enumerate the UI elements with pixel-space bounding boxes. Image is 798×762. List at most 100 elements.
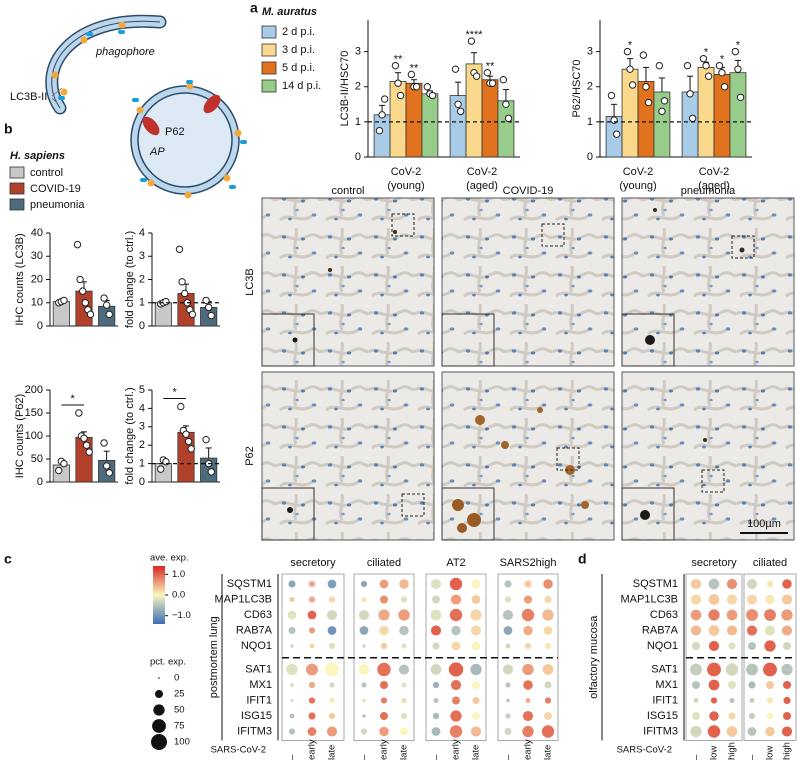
condition-label: high: [782, 742, 793, 760]
bar: [637, 81, 655, 158]
dot: [544, 712, 552, 720]
gene-label: MAP1LC3B: [215, 593, 272, 605]
x-tick-label: (young): [619, 180, 656, 192]
legend-swatch: [9, 166, 25, 179]
dot: [783, 681, 791, 689]
dot: [290, 683, 294, 687]
gene-label: CD63: [244, 609, 272, 621]
condition-label: low: [765, 746, 776, 760]
data-point: [407, 70, 416, 79]
y-axis-label: IHC counts (P62): [14, 394, 26, 478]
dot: [377, 662, 391, 677]
y-tick-label: 1: [139, 458, 145, 470]
dot: [449, 725, 463, 738]
dot: [506, 698, 510, 703]
panel-label: a: [250, 0, 258, 16]
size-legend-label: 25: [174, 689, 185, 700]
data-point: [81, 299, 90, 307]
bar: [389, 81, 407, 158]
data-point: [734, 65, 742, 73]
dot: [748, 642, 756, 650]
column-label: COVID-19: [503, 185, 554, 197]
dot: [470, 726, 482, 737]
data-point: [175, 245, 184, 253]
legend-label: 5 d p.i.: [282, 62, 315, 74]
data-point: [177, 402, 185, 411]
data-point: [686, 90, 694, 98]
data-point: [100, 294, 108, 302]
condition-label: –: [287, 754, 298, 760]
dot: [449, 577, 463, 591]
dot: [504, 727, 512, 736]
data-point: [75, 409, 83, 417]
legend-title: ave. exp.: [150, 553, 189, 564]
dot: [505, 682, 511, 688]
dot: [431, 727, 441, 736]
dot: [325, 662, 339, 677]
dot: [522, 663, 534, 676]
dot: [764, 609, 776, 621]
dot: [726, 594, 738, 605]
significance: *: [704, 47, 709, 59]
gene-label: MAP1LC3B: [621, 593, 678, 605]
micrograph-image: [261, 197, 795, 541]
data-point: [102, 301, 111, 309]
dot: [783, 712, 791, 720]
dot: [781, 663, 793, 676]
dot: [450, 679, 462, 691]
dot: [543, 579, 553, 589]
condition-label: –: [691, 754, 702, 760]
size-legend-dot: [153, 704, 165, 716]
bar: [697, 67, 715, 158]
y-tick-label: 150: [25, 407, 43, 419]
data-point: [658, 107, 666, 116]
group-title: secretory: [290, 557, 336, 569]
data-point: [720, 83, 729, 91]
data-point: [79, 287, 87, 295]
gene-label: NQO1: [241, 640, 272, 652]
data-point: [467, 37, 476, 45]
dot: [308, 580, 316, 588]
dot: [433, 697, 439, 704]
dot: [693, 697, 699, 704]
data-point: [731, 47, 740, 56]
gene-label: MX1: [655, 679, 678, 691]
size-legend-label: 0: [174, 673, 179, 684]
group-title: ciliated: [367, 557, 401, 569]
diagram-label: phagophore: [95, 46, 155, 58]
dot: [328, 596, 336, 603]
dot: [766, 681, 774, 689]
data-point: [642, 83, 650, 91]
data-point: [456, 107, 465, 116]
dot: [690, 594, 702, 605]
side-label: postmortem lung: [208, 616, 220, 698]
data-point: [504, 114, 513, 123]
dot: [709, 711, 719, 721]
dot: [380, 642, 388, 650]
gene-label: SQSTM1: [633, 578, 678, 590]
dot: [471, 641, 481, 651]
data-point: [683, 61, 692, 70]
dot: [401, 643, 407, 649]
dot: [358, 664, 370, 675]
dot: [380, 595, 388, 604]
dot: [362, 714, 366, 718]
data-point: [82, 441, 91, 449]
panel-label: b: [4, 121, 13, 137]
dot: [781, 594, 793, 605]
condition-label: late: [543, 745, 554, 760]
y-tick-label: 3: [139, 250, 145, 262]
legend-swatch: [9, 182, 25, 195]
dot: [380, 697, 388, 704]
bar: [154, 463, 172, 483]
data-point: [204, 303, 213, 312]
dot: [708, 679, 720, 691]
bar: [421, 93, 439, 158]
dot: [361, 682, 367, 688]
x-tick-label: CoV-2: [623, 166, 654, 178]
data-point: [612, 130, 621, 138]
dot: [432, 595, 440, 604]
data-point: [639, 51, 648, 59]
dot: [289, 713, 295, 719]
gene-label: CD63: [650, 609, 678, 621]
